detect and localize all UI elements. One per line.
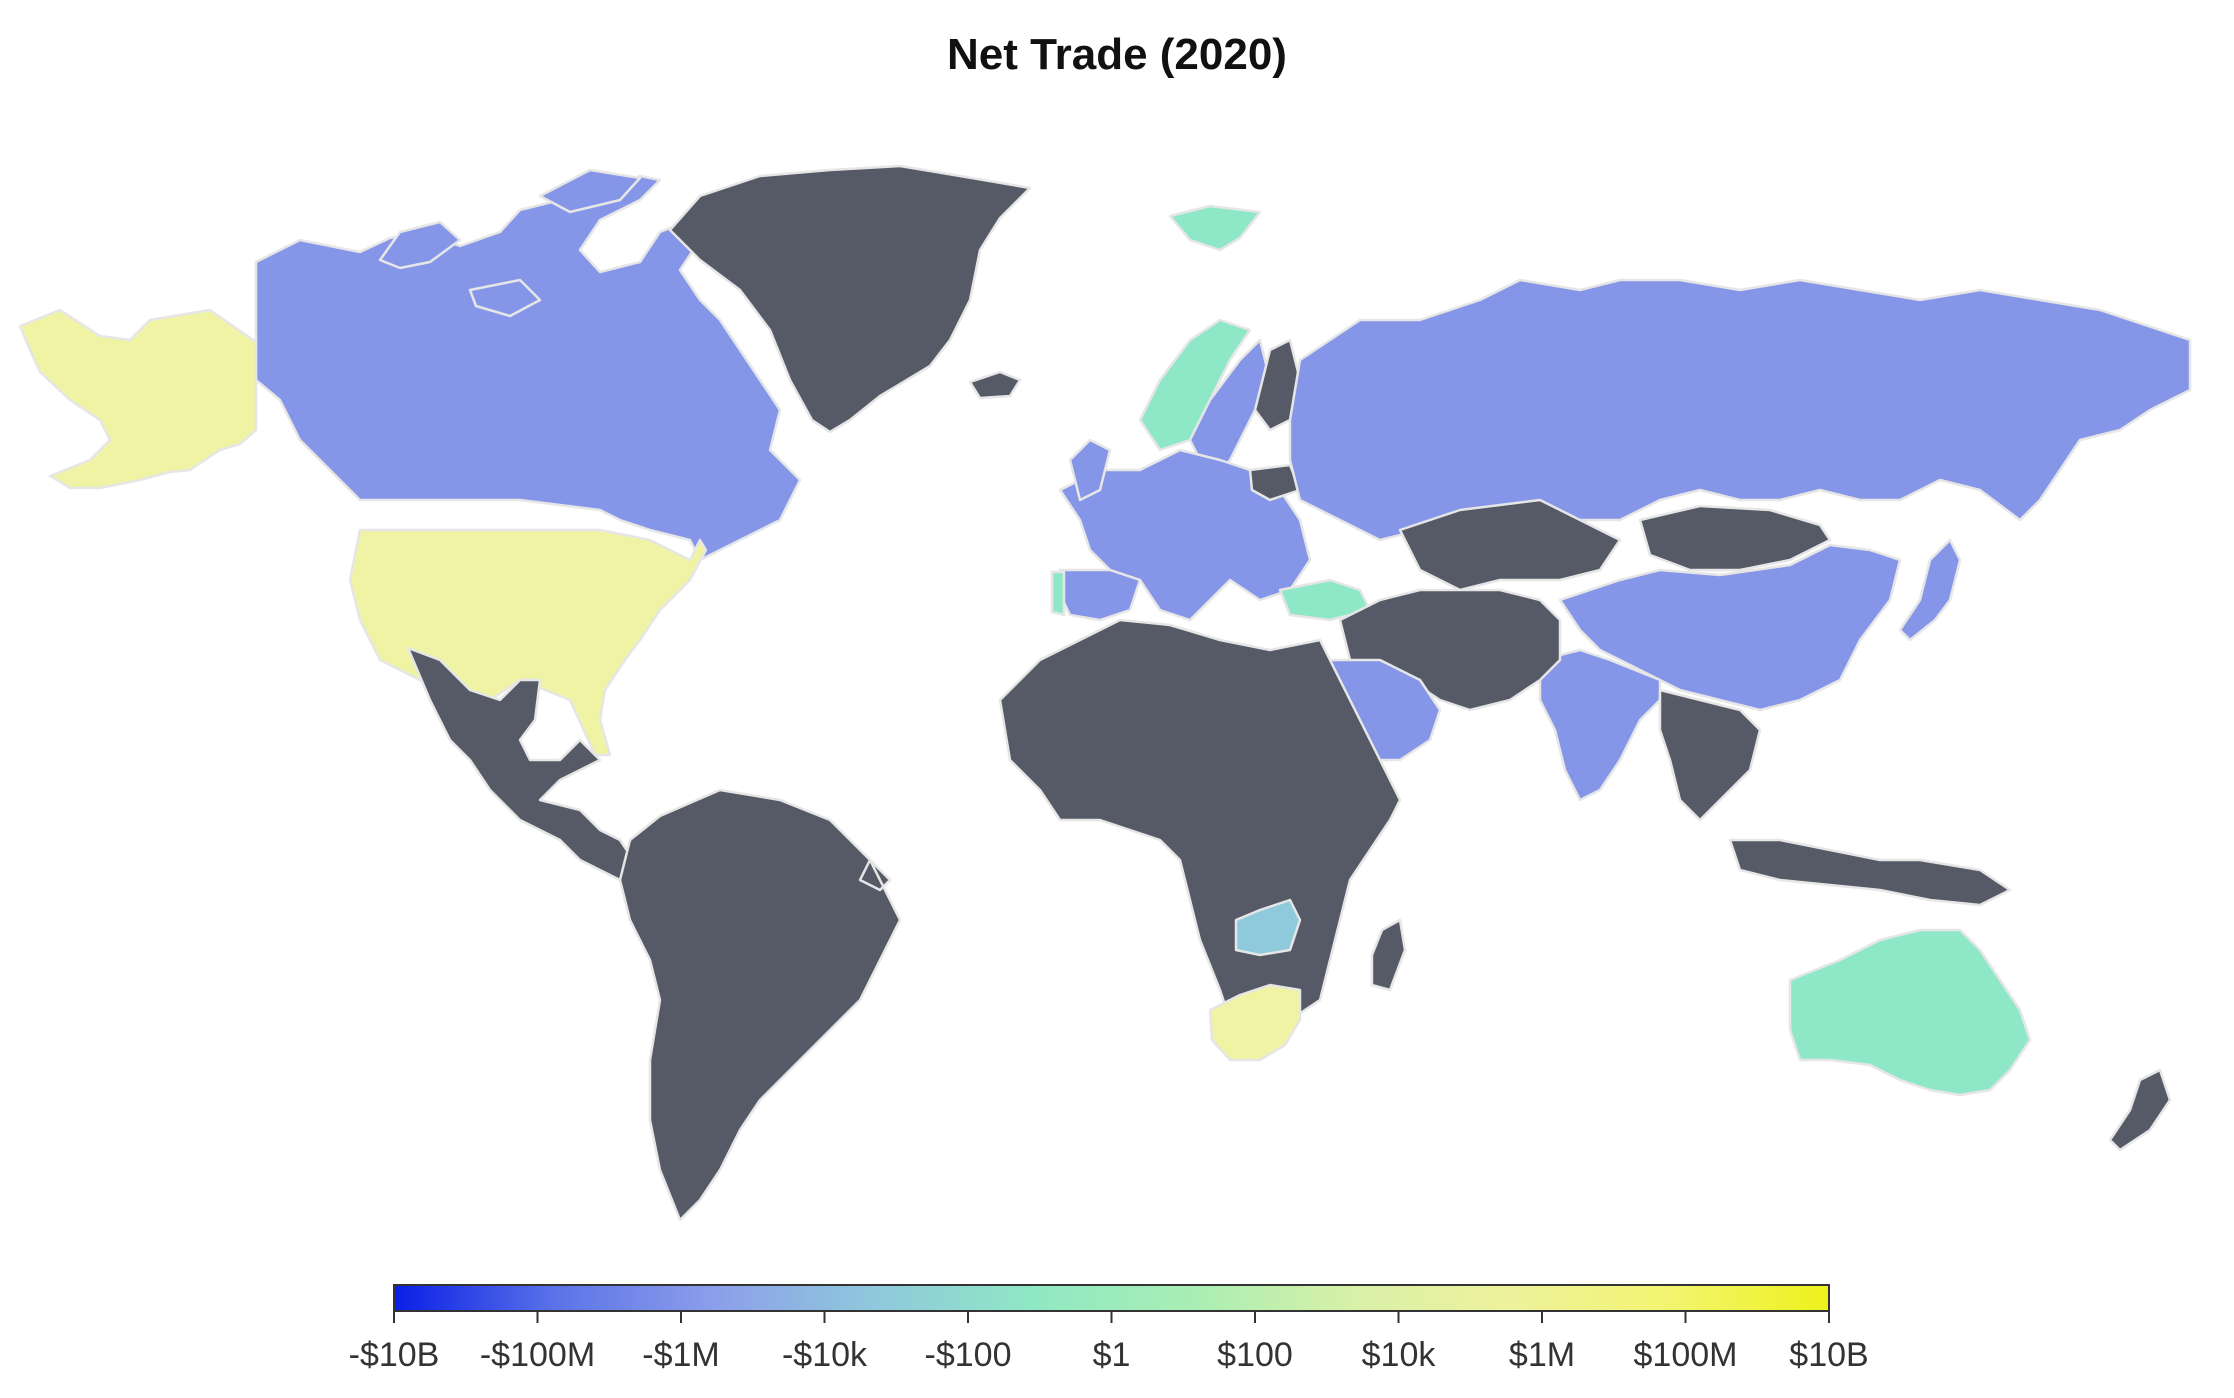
legend-tick-label: $100M	[1634, 1336, 1738, 1374]
region-africa[interactable]	[998, 618, 1402, 1032]
region-belarus[interactable]	[1248, 463, 1302, 502]
region-canada-island-1[interactable]	[378, 220, 462, 270]
region-united-states[interactable]	[348, 528, 708, 757]
legend-tick-label: $10B	[1789, 1336, 1868, 1374]
region-china[interactable]	[1558, 543, 1902, 712]
legend-tick-label: -$100M	[480, 1336, 595, 1374]
region-japan[interactable]	[1898, 538, 1962, 642]
region-mexico-central-america[interactable]	[406, 646, 642, 882]
legend-tick-label: $100	[1217, 1336, 1293, 1374]
region-zambia[interactable]	[1234, 898, 1302, 957]
legend-tick-label: $1	[1093, 1336, 1131, 1374]
region-canada-island-3[interactable]	[468, 278, 542, 318]
color-legend: -$10B -$100M -$1M -$10k -$100 $1 $100 $10k $1M $1…	[349, 1284, 1869, 1374]
region-uk-ireland[interactable]	[1068, 438, 1112, 502]
region-kazakhstan[interactable]	[1398, 498, 1622, 592]
legend-tick-label: $10k	[1362, 1336, 1437, 1374]
region-norway[interactable]	[1138, 318, 1252, 452]
region-svalbard[interactable]	[1168, 204, 1262, 252]
region-new-zealand[interactable]	[2108, 1068, 2172, 1152]
region-canada-island-2[interactable]	[538, 168, 642, 214]
region-canada[interactable]	[254, 174, 802, 562]
legend-colorbar	[393, 1284, 1830, 1312]
region-portugal[interactable]	[1050, 570, 1066, 617]
region-southeast-asia[interactable]	[1658, 688, 1762, 822]
region-south-america[interactable]	[618, 788, 902, 1222]
legend-tick-label: -$10k	[782, 1336, 868, 1374]
region-india[interactable]	[1538, 648, 1662, 802]
legend-tick-label: -$10B	[349, 1336, 440, 1374]
region-indonesia[interactable]	[1728, 838, 2012, 907]
chart-title: Net Trade (2020)	[947, 30, 1287, 79]
legend-tick-label: $1M	[1509, 1336, 1575, 1374]
region-spain[interactable]	[1056, 568, 1142, 622]
region-australia[interactable]	[1788, 928, 2032, 1097]
legend-tick-label: -$100	[925, 1336, 1012, 1374]
region-iceland[interactable]	[968, 370, 1022, 400]
region-russia[interactable]	[1288, 278, 2192, 542]
legend-tick-label: -$1M	[642, 1336, 719, 1374]
region-mongolia[interactable]	[1638, 504, 1832, 572]
region-alaska[interactable]	[18, 308, 258, 490]
region-south-africa[interactable]	[1208, 983, 1302, 1062]
region-greenland[interactable]	[668, 164, 1032, 434]
region-madagascar[interactable]	[1370, 918, 1407, 992]
